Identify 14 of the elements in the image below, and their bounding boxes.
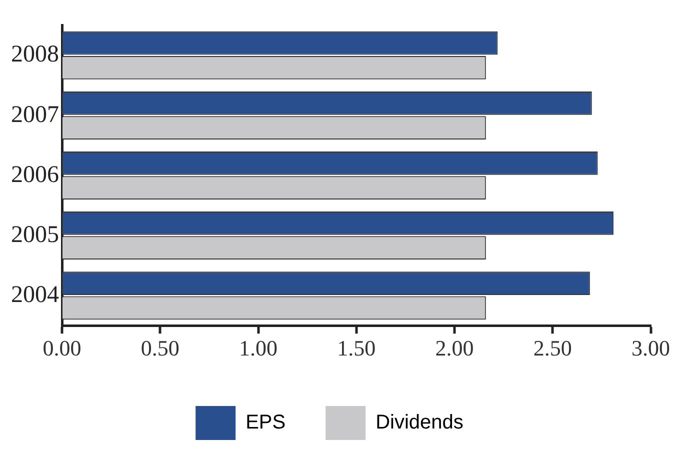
y-tick-label: 2008 bbox=[11, 42, 59, 68]
x-tick-label: 1.00 bbox=[239, 336, 278, 361]
y-tick-label: 2006 bbox=[11, 162, 59, 188]
legend-label: EPS bbox=[246, 412, 286, 434]
x-tick-label: 3.00 bbox=[632, 336, 670, 361]
y-tick-label: 2004 bbox=[11, 282, 59, 308]
legend-label: Dividends bbox=[376, 412, 464, 434]
x-tick-label: 0.50 bbox=[140, 336, 180, 361]
y-tick-label: 2007 bbox=[11, 102, 59, 128]
y-tick-label: 2005 bbox=[11, 222, 59, 248]
x-tick-label: 1.50 bbox=[337, 336, 376, 361]
x-tick-label: 2.50 bbox=[533, 336, 572, 361]
x-tick-label: 2.00 bbox=[435, 336, 474, 361]
x-tick-label: 0.00 bbox=[42, 336, 82, 361]
